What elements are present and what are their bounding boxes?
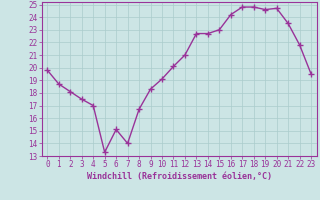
X-axis label: Windchill (Refroidissement éolien,°C): Windchill (Refroidissement éolien,°C) bbox=[87, 172, 272, 181]
